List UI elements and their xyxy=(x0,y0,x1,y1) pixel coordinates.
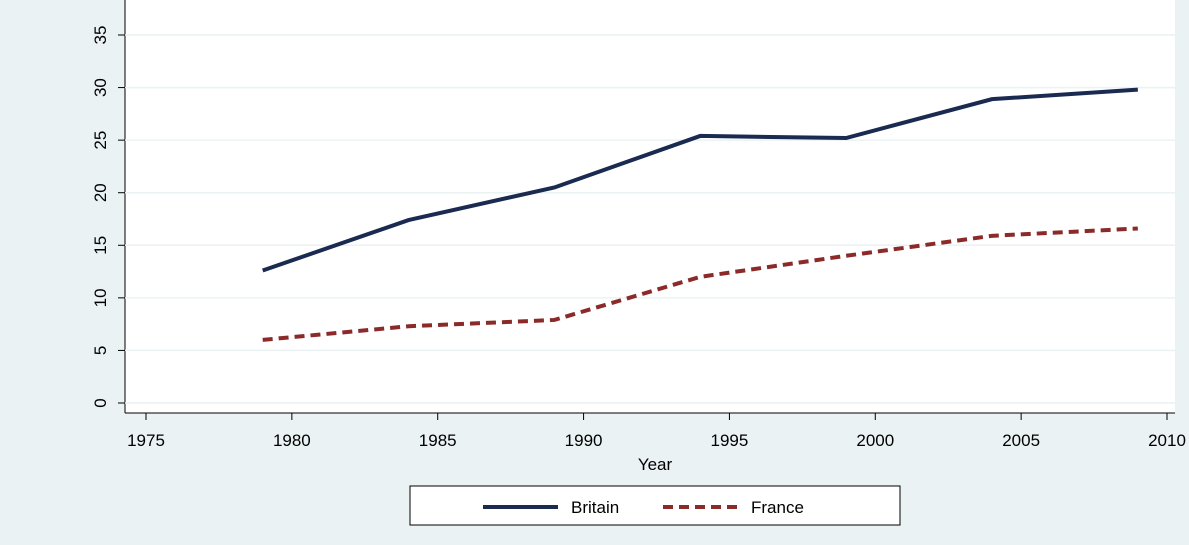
y-tick-label: 15 xyxy=(91,236,110,255)
y-tick-label: 35 xyxy=(91,26,110,45)
legend-label: Britain xyxy=(571,498,619,517)
x-tick-label: 2000 xyxy=(856,431,894,450)
x-tick-label: 1975 xyxy=(127,431,165,450)
x-tick-label: 1995 xyxy=(711,431,749,450)
x-tick-label: 2005 xyxy=(1002,431,1040,450)
line-series xyxy=(262,226,1138,342)
x-tick-label: 1985 xyxy=(419,431,457,450)
x-tick-label: 1980 xyxy=(273,431,311,450)
x-axis-title: Year xyxy=(638,455,673,474)
plot-area xyxy=(125,0,1175,413)
x-tick-label: 2010 xyxy=(1148,431,1186,450)
legend-label: France xyxy=(751,498,804,517)
y-tick-label: 0 xyxy=(91,398,110,407)
y-tick-label: 5 xyxy=(91,346,110,355)
y-tick-label: 10 xyxy=(91,288,110,307)
y-tick-label: 25 xyxy=(91,131,110,150)
y-tick-label: 30 xyxy=(91,78,110,97)
line-series xyxy=(262,87,1138,273)
x-tick-label: 1990 xyxy=(565,431,603,450)
y-tick-label: 20 xyxy=(91,183,110,202)
